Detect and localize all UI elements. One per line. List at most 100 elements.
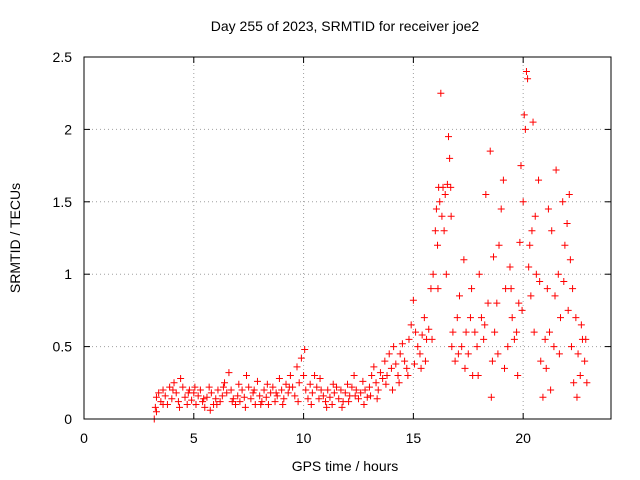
- data-point: [361, 386, 369, 394]
- data-point: [269, 383, 277, 391]
- data-point: [487, 393, 495, 401]
- data-point: [333, 383, 341, 391]
- data-point: [337, 386, 345, 394]
- data-point: [390, 343, 398, 351]
- data-point: [324, 386, 332, 394]
- data-point: [517, 162, 525, 170]
- data-point: [405, 335, 413, 343]
- y-tick-label: 1: [64, 266, 72, 282]
- y-tick-label: 0: [64, 411, 72, 427]
- data-point: [412, 328, 420, 336]
- data-point: [506, 263, 514, 271]
- data-point: [302, 386, 310, 394]
- data-point: [486, 147, 494, 155]
- data-point: [159, 401, 167, 409]
- data-point: [168, 395, 176, 403]
- data-point: [206, 406, 214, 414]
- data-point: [368, 372, 376, 380]
- data-point: [491, 328, 499, 336]
- data-point: [566, 256, 574, 264]
- data-point: [439, 183, 447, 191]
- data-point: [530, 328, 538, 336]
- data-point: [522, 67, 530, 75]
- data-point: [225, 369, 233, 377]
- data-point: [394, 372, 402, 380]
- data-point: [262, 393, 270, 401]
- data-point: [425, 325, 433, 333]
- data-point: [241, 403, 249, 411]
- data-point: [272, 389, 280, 397]
- data-point: [326, 393, 334, 401]
- data-point: [273, 392, 281, 400]
- data-point: [438, 212, 446, 220]
- data-point: [199, 398, 207, 406]
- data-point: [317, 386, 325, 394]
- data-point: [232, 401, 240, 409]
- data-point: [341, 389, 349, 397]
- data-point: [516, 238, 524, 246]
- data-point: [574, 350, 582, 358]
- data-point: [521, 125, 529, 133]
- data-point: [554, 270, 562, 278]
- data-point: [432, 205, 440, 213]
- data-point: [429, 270, 437, 278]
- data-point: [544, 205, 552, 213]
- data-point: [196, 386, 204, 394]
- data-point: [570, 379, 578, 387]
- data-point: [474, 372, 482, 380]
- x-tick-label: 15: [406, 430, 422, 446]
- data-point: [329, 380, 337, 388]
- data-point: [527, 292, 535, 300]
- data-point: [357, 389, 365, 397]
- data-point: [322, 398, 330, 406]
- data-point: [280, 395, 288, 403]
- data-point: [152, 393, 160, 401]
- data-point: [387, 364, 395, 372]
- data-point: [449, 328, 457, 336]
- data-point: [313, 383, 321, 391]
- data-point: [434, 285, 442, 293]
- data-point: [194, 392, 202, 400]
- data-point: [250, 386, 258, 394]
- x-tick-label: 0: [80, 430, 88, 446]
- data-point: [365, 383, 373, 391]
- y-tick-label: 0.5: [53, 339, 73, 355]
- data-point: [370, 363, 378, 371]
- data-point: [166, 383, 174, 391]
- data-point: [264, 401, 272, 409]
- data-point: [447, 212, 455, 220]
- data-point: [379, 374, 387, 382]
- data-point: [221, 379, 229, 387]
- data-point: [271, 398, 279, 406]
- data-point: [515, 299, 523, 307]
- data-point: [282, 380, 290, 388]
- data-point: [354, 395, 362, 403]
- data-point: [577, 321, 585, 329]
- data-point: [191, 383, 199, 391]
- x-tick-label: 10: [296, 430, 312, 446]
- data-point: [484, 299, 492, 307]
- data-point: [488, 357, 496, 365]
- data-point: [520, 111, 528, 119]
- data-point: [581, 357, 589, 365]
- data-point: [172, 389, 180, 397]
- data-point: [223, 389, 231, 397]
- data-point: [564, 306, 572, 314]
- data-point: [228, 398, 236, 406]
- data-point: [414, 343, 422, 351]
- data-point: [381, 357, 389, 365]
- data-point: [376, 369, 384, 377]
- data-point: [528, 227, 536, 235]
- data-point: [428, 335, 436, 343]
- data-point: [382, 380, 390, 388]
- data-point: [495, 241, 503, 249]
- data-point: [240, 393, 248, 401]
- x-tick-label: 5: [190, 430, 198, 446]
- data-point: [546, 328, 554, 336]
- data-point: [420, 314, 428, 322]
- data-point: [385, 350, 393, 358]
- data-point: [460, 256, 468, 264]
- data-point: [418, 331, 426, 339]
- data-point: [421, 357, 429, 365]
- y-axis-label: SRMTID / TECUs: [7, 183, 23, 293]
